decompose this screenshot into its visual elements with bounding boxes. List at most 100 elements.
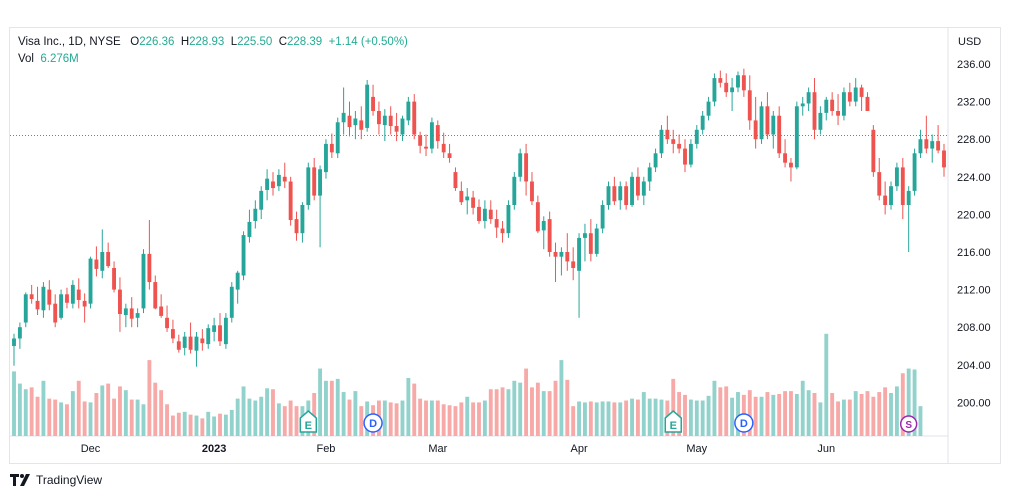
candle-body[interactable] [647,167,652,182]
candle-body[interactable] [471,197,476,208]
candle-body[interactable] [653,153,658,168]
candle-body[interactable] [806,92,811,104]
candle-body[interactable] [718,78,723,83]
candle-body[interactable] [29,294,34,299]
candle-body[interactable] [447,153,452,158]
candle-body[interactable] [794,106,799,168]
candle-body[interactable] [347,115,352,127]
candle-body[interactable] [41,286,46,311]
candle-body[interactable] [365,84,370,128]
candle-body[interactable] [312,167,317,196]
candle-body[interactable] [612,186,617,202]
candle-body[interactable] [730,87,735,93]
candle-body[interactable] [188,336,193,350]
candle-body[interactable] [524,153,529,182]
currency-label[interactable]: USD [958,36,982,48]
candle-body[interactable] [753,120,758,140]
candle-body[interactable] [176,341,181,350]
candle-body[interactable] [329,143,334,153]
candle-body[interactable] [94,259,99,269]
candle-body[interactable] [118,289,122,315]
candle-body[interactable] [35,300,40,310]
candle-body[interactable] [229,286,234,318]
candle-body[interactable] [241,235,246,276]
candle-body[interactable] [218,325,222,342]
candle-body[interactable] [135,313,140,318]
candle-body[interactable] [194,336,199,351]
candle-body[interactable] [106,252,111,267]
candle-body[interactable] [247,221,252,237]
candle-body[interactable] [818,112,823,130]
candle-body[interactable] [641,181,646,196]
candle-body[interactable] [170,329,175,339]
candle-body[interactable] [518,153,523,177]
candle-body[interactable] [918,139,923,154]
candle-body[interactable] [824,99,829,113]
candle-body[interactable] [147,253,152,283]
candle-body[interactable] [306,167,311,205]
candle-body[interactable] [506,205,511,234]
candle-body[interactable] [206,328,211,345]
candle-body[interactable] [465,196,470,201]
candle-body[interactable] [700,115,705,130]
candle-body[interactable] [577,237,581,271]
candle-body[interactable] [388,115,393,127]
candle-body[interactable] [871,129,876,173]
candle-body[interactable] [635,176,640,196]
candle-body[interactable] [100,252,105,271]
candle-body[interactable] [359,120,364,130]
candle-body[interactable] [759,106,764,140]
candle-body[interactable] [771,115,776,135]
candle-body[interactable] [112,267,116,290]
split-marker-icon[interactable] [899,415,918,433]
candle-body[interactable] [424,146,428,149]
candle-body[interactable] [235,272,240,290]
candle-body[interactable] [276,174,281,187]
candle-body[interactable] [659,129,664,154]
candle-body[interactable] [47,289,52,305]
candle-body[interactable] [894,167,899,187]
candle-body[interactable] [624,186,629,205]
candle-body[interactable] [282,176,287,182]
candle-body[interactable] [53,303,58,323]
candle-body[interactable] [123,308,128,315]
candle-body[interactable] [836,111,840,116]
candle-body[interactable] [559,252,564,257]
candle-body[interactable] [477,206,481,221]
candle-body[interactable] [17,327,22,339]
candle-body[interactable] [512,176,517,205]
candle-body[interactable] [553,252,558,257]
candle-body[interactable] [724,82,729,93]
candle-body[interactable] [694,129,699,144]
tradingview-logo[interactable]: TradingView [10,473,102,487]
candle-body[interactable] [441,143,446,153]
candle-body[interactable] [153,282,158,309]
candle-body[interactable] [418,135,423,146]
candle-body[interactable] [371,96,375,111]
candle-body[interactable] [588,233,593,254]
candle-body[interactable] [859,87,864,97]
candle-body[interactable] [453,172,458,189]
candle-body[interactable] [912,153,917,191]
candle-body[interactable] [812,92,817,130]
candle-body[interactable] [606,186,611,205]
candle-body[interactable] [906,190,911,205]
candle-body[interactable] [288,181,293,221]
candle-body[interactable] [353,118,358,126]
candle-body[interactable] [300,205,305,234]
candle-body[interactable] [571,261,576,268]
candle-body[interactable] [88,258,93,304]
candle-body[interactable] [924,139,929,149]
candle-body[interactable] [747,90,752,121]
candle-body[interactable] [600,205,605,229]
candle-body[interactable] [936,141,941,151]
candle-body[interactable] [877,172,882,196]
candle-body[interactable] [688,143,693,165]
candle-body[interactable] [736,75,740,88]
candle-body[interactable] [271,181,275,189]
candle-body[interactable] [547,219,552,252]
candle-body[interactable] [76,289,81,300]
candle-body[interactable] [82,300,87,307]
candle-body[interactable] [253,208,258,221]
